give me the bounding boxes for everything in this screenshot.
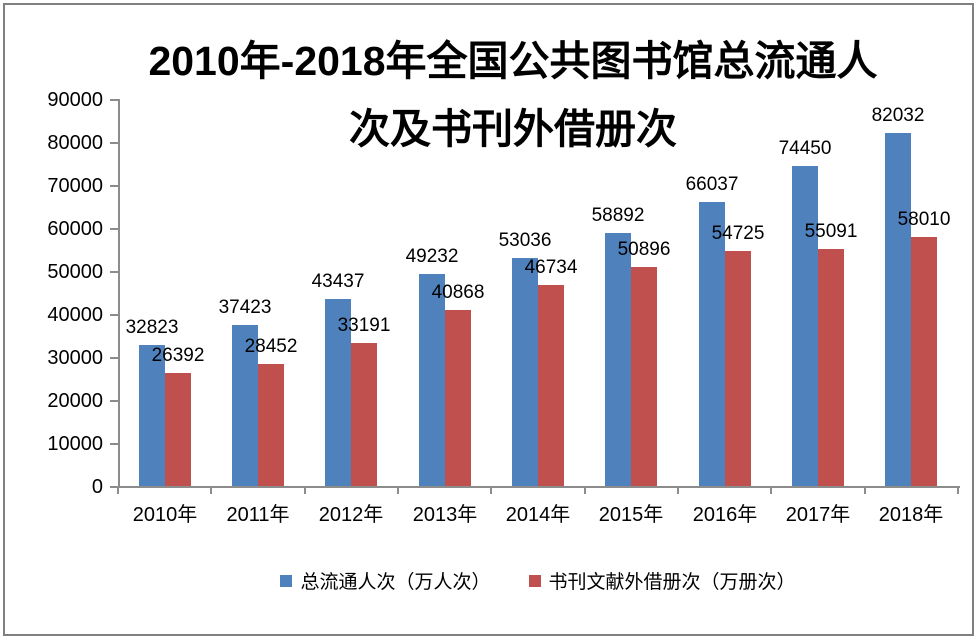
bar-series1-2015年 (605, 233, 631, 486)
y-tick (110, 142, 118, 144)
y-tick-label: 20000 (47, 390, 103, 412)
x-tick (864, 488, 866, 494)
x-category-label: 2017年 (785, 504, 851, 526)
y-tick (110, 271, 118, 273)
chart-title: 2010年-2018年全国公共图书馆总流通人 次及书刊外借册次 (48, 27, 977, 163)
bar-value-label: 28452 (244, 336, 298, 357)
y-tick (110, 486, 118, 488)
bar-value-label: 46734 (524, 257, 578, 278)
legend-item-1: 总流通人次（万人次） (280, 567, 491, 594)
bar-value-label: 32823 (125, 317, 179, 338)
bar-series1-2018年 (885, 133, 911, 486)
legend-swatch-icon (280, 574, 293, 587)
bar-series2-2015年 (631, 267, 657, 486)
bar-value-label: 58892 (591, 205, 645, 226)
bar-value-label: 53036 (498, 230, 552, 251)
chart-title-line2: 次及书刊外借册次 (349, 106, 677, 152)
x-category-label: 2011年 (226, 504, 290, 526)
x-tick (397, 488, 399, 494)
bar-series1-2017年 (792, 166, 818, 486)
bar-value-label: 49232 (405, 246, 459, 267)
bar-series1-2013年 (419, 274, 445, 486)
y-axis-line (118, 99, 120, 488)
y-tick (110, 228, 118, 230)
x-category-label: 2016年 (692, 504, 758, 526)
x-category-label: 2015年 (598, 504, 664, 526)
x-tick (304, 488, 306, 494)
bar-series2-2018年 (911, 237, 937, 486)
y-tick-label: 40000 (47, 304, 103, 326)
bar-series2-2016年 (725, 251, 751, 486)
y-tick-label: 70000 (47, 175, 103, 197)
y-tick-label: 80000 (47, 132, 103, 154)
y-tick (110, 185, 118, 187)
x-category-label: 2018年 (878, 504, 944, 526)
bar-value-label: 74450 (778, 138, 832, 159)
x-category-label: 2014年 (505, 504, 571, 526)
bar-value-label: 58010 (897, 209, 951, 230)
bar-series1-2010年 (139, 345, 165, 486)
x-category-label: 2012年 (318, 504, 384, 526)
x-axis-line (118, 486, 960, 488)
bar-value-label: 82032 (871, 105, 925, 126)
legend-label: 书刊文献外借册次（万册次） (548, 572, 796, 593)
y-tick (110, 314, 118, 316)
bar-series1-2012年 (325, 299, 351, 486)
x-tick (490, 488, 492, 494)
y-tick-label: 60000 (47, 218, 103, 240)
bar-value-label: 50896 (617, 239, 671, 260)
x-tick (117, 488, 119, 494)
y-tick (110, 400, 118, 402)
y-tick-label: 90000 (47, 89, 103, 111)
y-tick (110, 99, 118, 101)
bar-value-label: 26392 (151, 345, 205, 366)
y-tick (110, 357, 118, 359)
bar-value-label: 54725 (711, 223, 765, 244)
bar-value-label: 33191 (337, 315, 391, 336)
bar-value-label: 55091 (804, 221, 858, 242)
y-tick-label: 0 (91, 476, 103, 498)
bar-series1-2014年 (512, 258, 538, 486)
x-tick (957, 488, 959, 494)
x-tick (770, 488, 772, 494)
x-category-label: 2013年 (412, 504, 478, 526)
bar-value-label: 40868 (431, 282, 485, 303)
legend-item-2: 书刊文献外借册次（万册次） (528, 567, 796, 594)
bar-series2-2014年 (538, 285, 564, 486)
legend-label: 总流通人次（万人次） (300, 572, 491, 593)
y-tick-label: 10000 (47, 433, 103, 455)
bar-series1-2011年 (232, 325, 258, 486)
y-tick-label: 30000 (47, 347, 103, 369)
bar-series1-2016年 (699, 202, 725, 486)
bar-value-label: 66037 (685, 174, 739, 195)
bar-series2-2010年 (165, 373, 191, 486)
bar-series2-2013年 (445, 310, 471, 486)
x-category-label: 2010年 (132, 504, 198, 526)
chart-title-line1: 2010年-2018年全国公共图书馆总流通人 (148, 38, 878, 84)
bar-value-label: 43437 (311, 271, 365, 292)
y-tick (110, 443, 118, 445)
bar-series2-2017年 (818, 249, 844, 486)
x-tick (210, 488, 212, 494)
legend: 总流通人次（万人次） 书刊文献外借册次（万册次） (118, 567, 958, 594)
bar-value-label: 37423 (218, 297, 272, 318)
y-tick-label: 50000 (47, 261, 103, 283)
legend-swatch-icon (528, 574, 541, 587)
x-tick (584, 488, 586, 494)
bar-series2-2011年 (258, 364, 284, 486)
bar-series2-2012年 (351, 343, 377, 486)
x-tick (677, 488, 679, 494)
